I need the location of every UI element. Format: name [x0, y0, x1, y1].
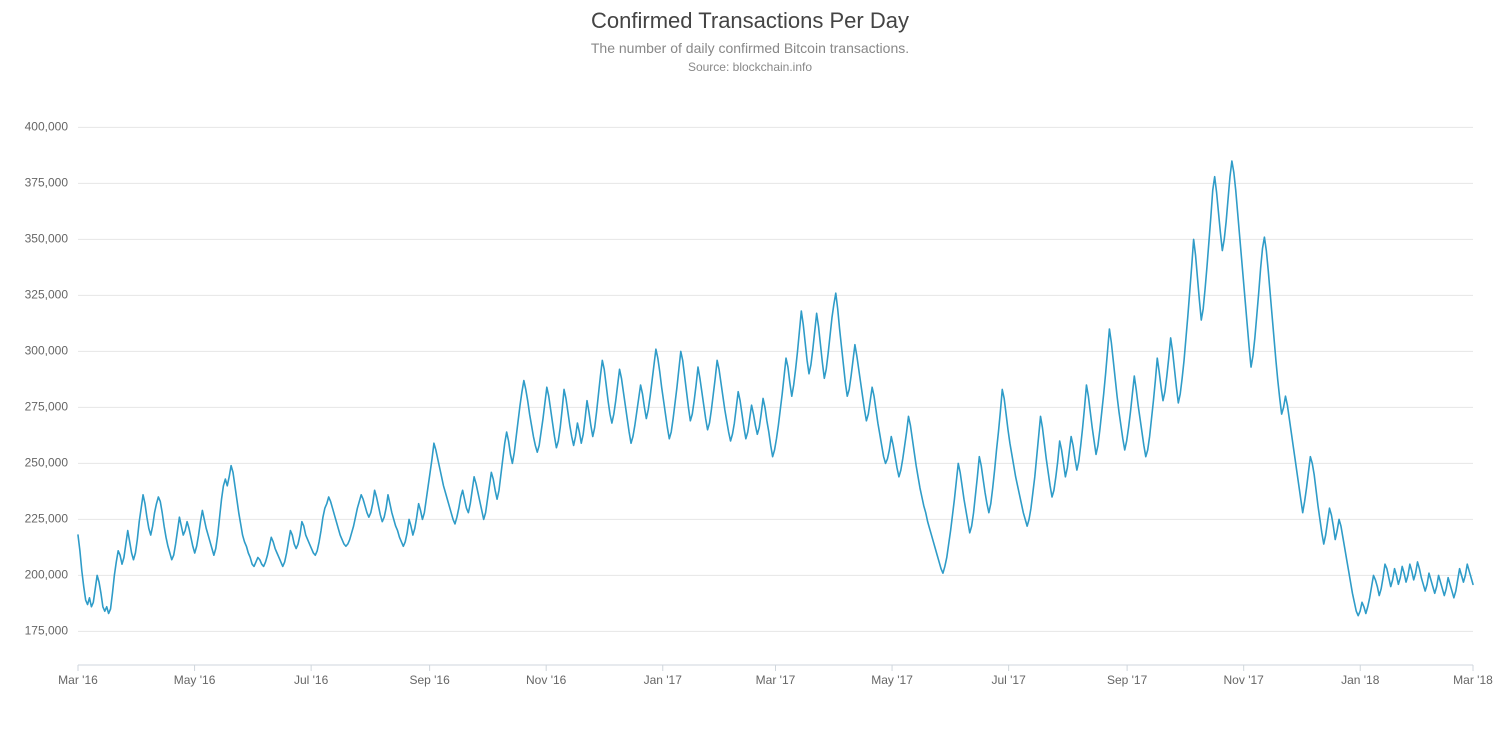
x-tick-label: May '16	[174, 673, 216, 687]
x-tick-label: May '17	[871, 673, 913, 687]
chart-container: Confirmed Transactions Per Day The numbe…	[0, 0, 1500, 731]
x-tick-label: Mar '18	[1453, 673, 1493, 687]
y-tick-label: 325,000	[25, 288, 69, 302]
chart-title: Confirmed Transactions Per Day	[0, 8, 1500, 34]
x-tick-label: Jul '17	[991, 673, 1026, 687]
y-tick-label: 200,000	[25, 568, 69, 582]
chart-source: Source: blockchain.info	[0, 60, 1500, 74]
x-tick-label: Mar '17	[756, 673, 796, 687]
chart-svg: 175,000 200,000 225,000 250,000 275,000 300,0…	[0, 0, 1500, 731]
y-tick-label: 275,000	[25, 400, 69, 414]
x-tick-label: Sep '16	[409, 673, 450, 687]
y-tick-label: 225,000	[25, 512, 69, 526]
x-tick-label: Jul '16	[294, 673, 329, 687]
y-tick-label: 300,000	[25, 344, 69, 358]
y-tick-label: 250,000	[25, 456, 69, 470]
y-tick-label: 350,000	[25, 232, 69, 246]
x-tick-label: Mar '16	[58, 673, 98, 687]
x-tick-label: Jan '18	[1341, 673, 1380, 687]
chart-titles: Confirmed Transactions Per Day The numbe…	[0, 6, 1500, 74]
y-tick-label: 400,000	[25, 120, 69, 134]
x-tick-label: Jan '17	[644, 673, 683, 687]
chart-subtitle: The number of daily confirmed Bitcoin tr…	[0, 40, 1500, 56]
x-tick-label: Sep '17	[1107, 673, 1148, 687]
y-tick-label: 175,000	[25, 624, 69, 638]
x-tick-label: Nov '17	[1224, 673, 1265, 687]
series-tx_per_day	[78, 161, 1473, 616]
y-tick-label: 375,000	[25, 176, 69, 190]
x-tick-label: Nov '16	[526, 673, 567, 687]
